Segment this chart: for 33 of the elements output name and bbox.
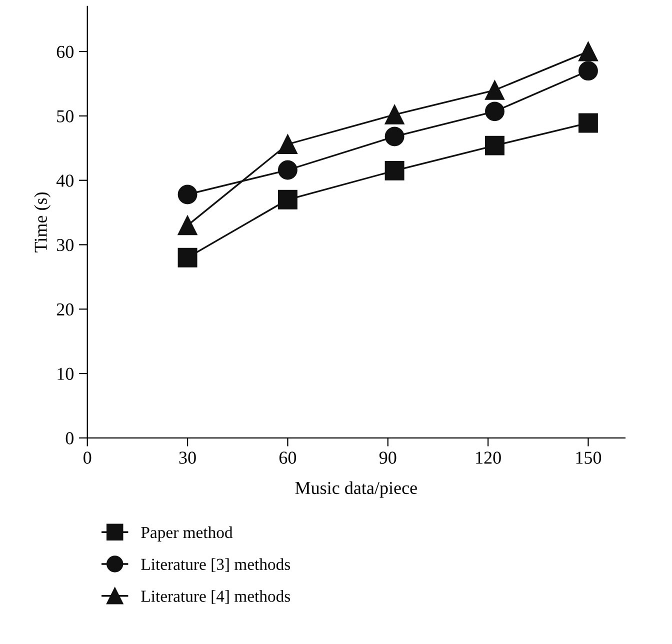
point <box>384 126 404 146</box>
y-tick-label: 30 <box>56 238 74 252</box>
y-axis-title: Time (s) <box>34 192 51 252</box>
point <box>178 184 198 204</box>
y-tick-label: 20 <box>56 303 74 316</box>
point <box>578 42 598 62</box>
legend-label: Literature [3] methods <box>141 558 290 572</box>
point <box>485 136 504 156</box>
y-tick-label: 50 <box>57 110 74 122</box>
x-tick-label: 60 <box>279 452 296 464</box>
point <box>485 102 504 122</box>
x-tick-label: 90 <box>379 452 396 464</box>
y-tick-label: 10 <box>58 368 74 380</box>
point <box>485 80 504 100</box>
point <box>278 160 298 180</box>
point <box>278 134 298 154</box>
point <box>178 248 198 268</box>
x-tick-label: 0 <box>84 452 92 464</box>
point <box>384 104 404 124</box>
x-tick-label: 150 <box>576 452 602 464</box>
x-axis-title: Music data/piece <box>295 481 417 498</box>
point <box>384 160 404 180</box>
y-tick-label: 60 <box>56 46 74 58</box>
legend-label: Literature [4] methods <box>141 590 290 604</box>
legend-label: Paper method <box>141 526 233 542</box>
point <box>278 190 298 210</box>
point <box>178 216 198 236</box>
point <box>578 113 598 133</box>
y-tick-label: 40 <box>56 174 74 187</box>
y-tick-label: 0 <box>66 432 74 444</box>
x-tick-label: 120 <box>476 452 501 464</box>
point <box>578 61 598 81</box>
x-tick-label: 30 <box>179 452 196 464</box>
